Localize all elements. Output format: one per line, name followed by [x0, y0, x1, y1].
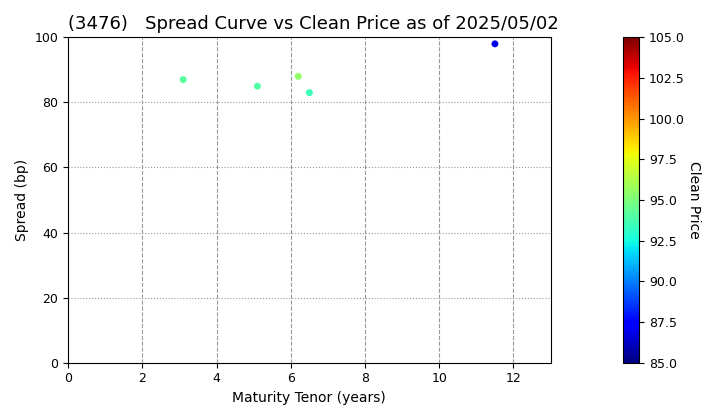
- Point: [252, 83, 264, 89]
- Point: [489, 40, 500, 47]
- Point: [177, 76, 189, 83]
- X-axis label: Maturity Tenor (years): Maturity Tenor (years): [233, 391, 386, 405]
- Y-axis label: Clean Price: Clean Price: [688, 161, 701, 239]
- Point: [292, 73, 304, 80]
- Text: (3476)   Spread Curve vs Clean Price as of 2025/05/02: (3476) Spread Curve vs Clean Price as of…: [68, 15, 559, 33]
- Y-axis label: Spread (bp): Spread (bp): [15, 159, 29, 241]
- Point: [304, 89, 315, 96]
